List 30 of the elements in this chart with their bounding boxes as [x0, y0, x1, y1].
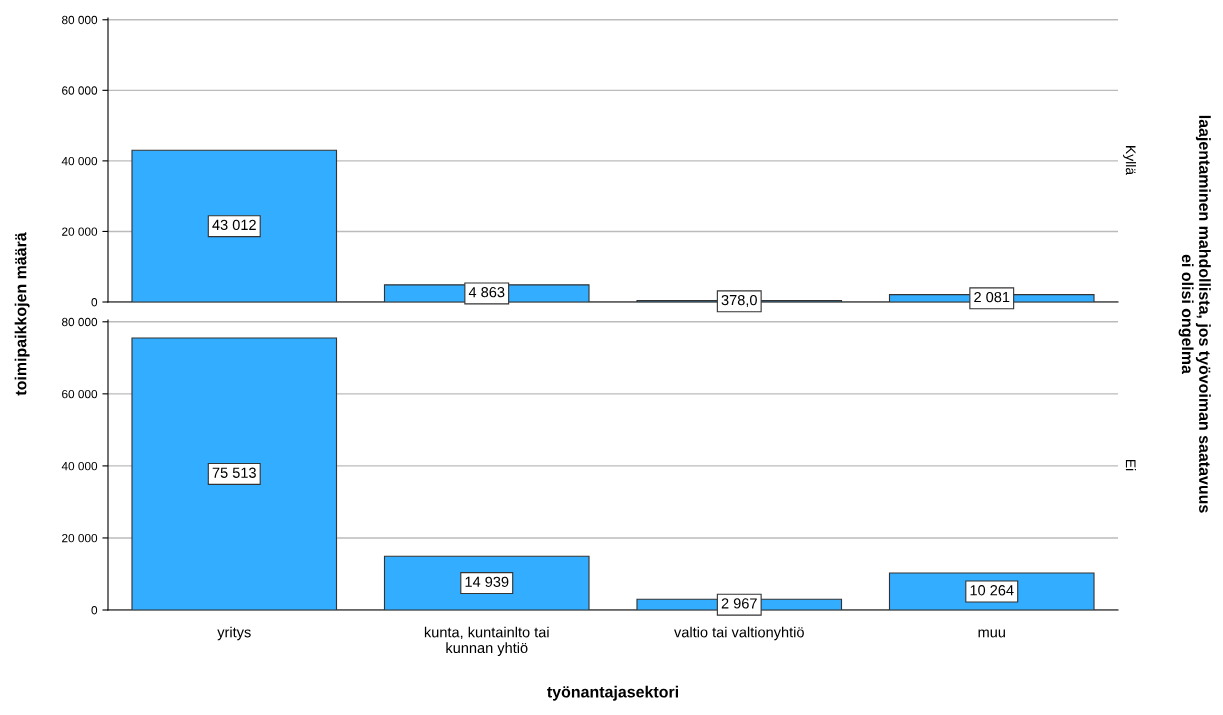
y-tick-label: 60 000: [62, 86, 98, 95]
data-label: 10 264: [970, 585, 1014, 596]
y-tick-label: 20 000: [62, 533, 98, 543]
y-tick-label: 60 000: [62, 389, 98, 399]
y-tick-label: 20 000: [62, 227, 98, 236]
x-tick-label: muu: [978, 629, 1005, 638]
data-label: 2 967: [721, 598, 757, 609]
text: Ei: [1125, 459, 1136, 471]
bar: [383, 555, 590, 610]
x-tick-label: yritys: [217, 626, 251, 641]
y-tick-label: 80 000: [61, 15, 98, 25]
x-axis-title: työnantajasektori: [547, 685, 678, 701]
y-tick-label: 0: [91, 298, 98, 307]
data-label: 14 939: [465, 576, 509, 588]
x-tick-label: valtio tai valtionyhtiö: [674, 626, 804, 641]
y2-axis-title: laajentaminen mahdollista, jos työvoiman saatavuus ei olisi ongelma: [1178, 115, 1211, 513]
y-tick-label: 0: [91, 606, 98, 615]
data-label: 2 081: [974, 291, 1010, 303]
y-tick-label: 40 000: [61, 156, 98, 166]
y-tick-label: 80 000: [61, 317, 98, 327]
bar: [131, 149, 338, 302]
data-label: 378,0: [721, 294, 757, 307]
y-axis-title: toimipaikkojen määrä: [14, 232, 30, 396]
bar: [131, 337, 338, 610]
text: Kyllä: [1123, 146, 1136, 176]
x-tick-label: kunta, kuntainlto tai kunnan yhtiö: [424, 626, 549, 656]
data-label: 75 513: [212, 467, 256, 478]
data-label: 43 012: [212, 219, 256, 231]
data-label: 4 863: [468, 287, 505, 298]
y-tick-label: 40 000: [61, 461, 98, 471]
